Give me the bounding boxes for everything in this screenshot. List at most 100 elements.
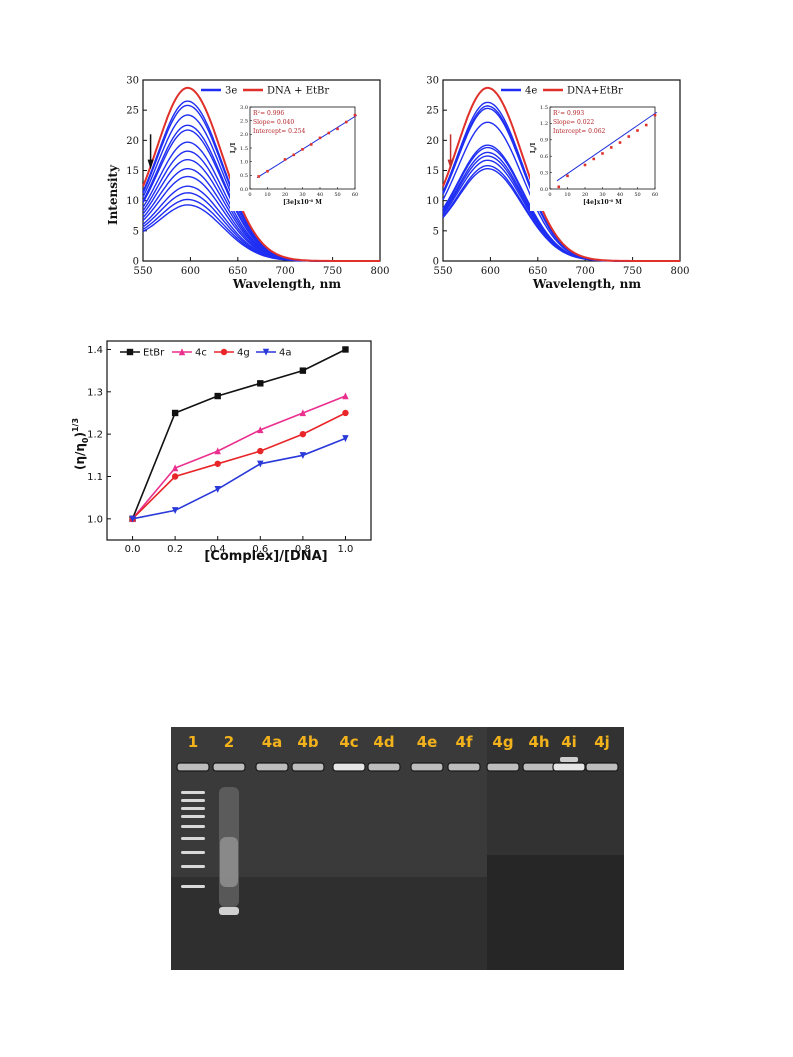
x-tick-label: 700 [276, 266, 295, 277]
lane-label: 4i [561, 733, 577, 751]
smear-bright [220, 837, 238, 887]
well [367, 762, 401, 772]
x-tick-label: 0.8 [295, 544, 311, 555]
inset-x-tick-label: 50 [334, 192, 340, 198]
inset-x-tick-label: 0 [248, 192, 251, 198]
reference-curve [142, 86, 380, 262]
y-tick-label: 20 [126, 136, 139, 147]
series-point-4a [129, 515, 136, 523]
legend-marker-EtBr [126, 348, 134, 356]
y-axis-label-tail: ) [73, 432, 87, 437]
y-tick-label: 15 [126, 166, 139, 177]
x-tick-label: 1.0 [337, 544, 353, 555]
x-tick-label: 0.0 [125, 544, 141, 555]
y-axis-label-sup: 1/3 [71, 418, 80, 432]
inset-data-point [336, 127, 339, 131]
inset-r2: R2= 0.996 [253, 109, 284, 117]
inset-intercept: Intercept= 0.062 [553, 128, 606, 135]
y-tick-label: 0 [433, 257, 439, 268]
y-axis-label-main: (η/η [73, 443, 87, 470]
x-tick-label: 0.4 [210, 544, 226, 555]
lane-label: 1 [188, 733, 198, 751]
x-tick-label: 700 [576, 266, 595, 277]
inset-x-tick-label: 0 [548, 192, 551, 198]
lane-label: 2 [224, 733, 234, 751]
inset-x-tick-label: 40 [617, 192, 623, 198]
well [447, 762, 481, 772]
inset-y-axis-label: I0/I [530, 143, 538, 154]
inset-data-point [601, 152, 604, 155]
ladder-band [181, 885, 205, 888]
inset-data-point [327, 131, 331, 135]
inset-y-label-tail: /I [530, 143, 537, 148]
y-tick-label: 1.3 [87, 387, 103, 398]
inset-data-point [636, 129, 639, 132]
ladder-band [181, 807, 205, 810]
inset-x-tick-label: 30 [299, 192, 305, 198]
inset-y-tick-label: 1.0 [240, 159, 248, 165]
inset-y-tick-label: 1.2 [540, 121, 548, 127]
y-tick-label: 1.4 [87, 345, 103, 356]
inset-data-point [609, 146, 613, 149]
gel-electrophoresis-image: 1 2 4a 4b 4c 4d 4e 4f 4g 4h 4i 4j [171, 727, 624, 970]
x-tick-label: 650 [228, 266, 247, 277]
legend-label-EtBr: EtBr [143, 348, 165, 359]
series-point-4c [342, 392, 349, 400]
inset-x-tick-label: 20 [282, 192, 288, 198]
quench-arrow-head [447, 159, 454, 170]
inset-x-label-unit: M [613, 199, 622, 206]
series-point-4g [214, 460, 221, 467]
y-tick-label: 0 [133, 257, 139, 268]
series-line-4c [131, 395, 346, 520]
series-point-EtBr [257, 380, 264, 387]
y-tick-label: 5 [433, 226, 439, 237]
inset-data-point [309, 143, 313, 146]
inset-data-point [583, 163, 587, 167]
legend-label-reference: DNA + EtBr [267, 86, 329, 97]
series-point-4c [171, 464, 179, 472]
inset-x-tick-label: 10 [264, 192, 270, 198]
ladder-band [181, 825, 205, 828]
series-line-4a [132, 437, 346, 520]
x-tick-label: 750 [623, 266, 642, 277]
legend-label-4c: 4c [195, 348, 207, 359]
inset-data-point [266, 169, 269, 173]
inset-y-tick-label: 1.5 [240, 146, 248, 152]
inset-x-tick-label: 60 [652, 192, 658, 198]
inset-x-label-unit: M [313, 199, 322, 206]
x-tick-label: 0.6 [252, 544, 268, 555]
series-line-EtBr [131, 348, 346, 520]
lane-label: 4h [528, 733, 549, 751]
inset-x-axis-label: [3e]x10-6 M [283, 198, 322, 206]
ladder-band [181, 837, 205, 840]
inset-x-tick-label: 10 [564, 192, 570, 198]
y-tick-label: 1.1 [87, 472, 103, 483]
viscosity-chart: 0.0 0.2 0.4 0.6 0.8 1.0 1.0 1.1 1.2 1.3 1.4 EtBr 4c 4… [71, 340, 372, 564]
lane-label: 4g [492, 733, 513, 751]
y-tick-label: 30 [426, 76, 439, 87]
well [291, 762, 325, 772]
y-tick-label: 10 [426, 196, 439, 207]
series-line-4g [131, 412, 346, 520]
inset-r2-sup: 2 [258, 109, 261, 114]
x-tick-label: 750 [323, 266, 342, 277]
y-tick-label: 1.2 [87, 430, 103, 441]
series-point-4c [214, 447, 221, 455]
x-tick-label: 650 [528, 266, 547, 277]
inset-y-axis-label: I0/I [230, 143, 238, 154]
well [522, 762, 556, 772]
gel-svg: 1 2 4a 4b 4c 4d 4e 4f 4g 4h 4i 4j [171, 727, 624, 970]
inset-y-tick-label: 3.0 [240, 105, 248, 111]
y-axis-label-sub: 0 [81, 437, 90, 443]
inset-x-label-sup: -6 [309, 198, 314, 203]
series-point-4a [214, 485, 221, 493]
inset-data-point [318, 136, 322, 140]
inset-data-point [353, 113, 357, 117]
inset-data-point [644, 123, 648, 127]
y-tick-label: 30 [126, 76, 139, 87]
ladder-band [181, 851, 205, 854]
inset-intercept: Intercept= 0.254 [253, 128, 306, 135]
legend-marker-4g [220, 348, 228, 356]
inset-y-tick-label: 0.0 [540, 187, 548, 193]
inset-fit-line [556, 111, 658, 182]
